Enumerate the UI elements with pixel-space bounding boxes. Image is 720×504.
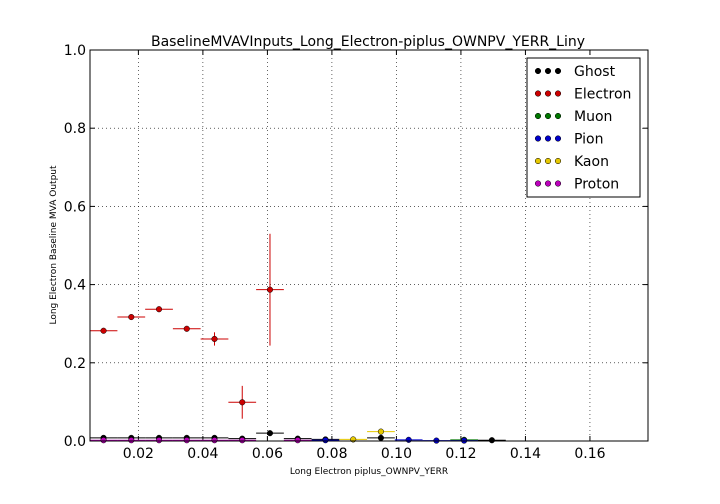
y-tick-label: 0.2 bbox=[64, 356, 86, 372]
series-ghost bbox=[89, 430, 506, 444]
legend-label-electron: Electron bbox=[574, 87, 631, 103]
electron-point bbox=[211, 335, 218, 342]
legend-marker-kaon bbox=[544, 157, 552, 165]
proton-point bbox=[100, 437, 107, 444]
electron-point bbox=[100, 327, 107, 334]
proton-point bbox=[211, 437, 218, 444]
electron-point bbox=[128, 314, 135, 321]
data-points bbox=[89, 233, 506, 444]
x-tick-label: 0.06 bbox=[252, 446, 283, 462]
electron-point bbox=[266, 286, 274, 293]
x-tick-label: 0.02 bbox=[123, 446, 154, 462]
legend-box bbox=[526, 57, 641, 198]
legend-marker-electron bbox=[554, 90, 562, 97]
proton-point bbox=[183, 437, 190, 444]
legend-marker-muon bbox=[554, 112, 562, 120]
electron-point bbox=[239, 399, 246, 406]
electron-point bbox=[155, 306, 163, 313]
proton-point bbox=[294, 437, 301, 444]
series-proton bbox=[89, 437, 312, 444]
proton-point bbox=[155, 437, 163, 444]
legend-marker-pion bbox=[534, 135, 542, 142]
legend-label-pion: Pion bbox=[574, 132, 603, 148]
legend-marker-proton bbox=[554, 180, 562, 187]
ghost-point bbox=[266, 430, 274, 437]
legend-label-kaon: Kaon bbox=[574, 154, 609, 170]
ghost-point bbox=[488, 437, 495, 444]
x-tick-label: 0.14 bbox=[510, 446, 541, 462]
series-electron bbox=[89, 233, 284, 419]
proton-point bbox=[128, 437, 135, 444]
legend-marker-pion bbox=[554, 135, 562, 142]
x-tick-label: 0.12 bbox=[445, 446, 476, 462]
proton-point bbox=[239, 437, 246, 444]
legend-marker-ghost bbox=[554, 67, 562, 75]
y-axis-label: Long Electron Baseline MVA Output bbox=[49, 165, 59, 325]
chart-title: BaselineMVAVInputs_Long_Electron-piplus_… bbox=[151, 34, 585, 50]
legend-label-proton: Proton bbox=[574, 177, 619, 193]
y-tick-label: 0.4 bbox=[64, 278, 86, 294]
pion-point bbox=[405, 436, 412, 443]
x-tick-label: 0.04 bbox=[187, 446, 218, 462]
legend-label-ghost: Ghost bbox=[574, 64, 616, 80]
y-tick-label: 0.8 bbox=[64, 121, 86, 137]
y-tick-label: 0.0 bbox=[64, 434, 86, 450]
legend-marker-pion bbox=[544, 135, 552, 142]
x-tick-label: 0.16 bbox=[574, 446, 605, 462]
y-tick-label: 1.0 bbox=[64, 43, 86, 59]
kaon-point bbox=[377, 428, 384, 435]
legend-marker-ghost bbox=[544, 67, 552, 75]
legend-label-muon: Muon bbox=[574, 109, 612, 125]
y-tick-label: 0.6 bbox=[64, 199, 86, 215]
ticks: 0.02 0.04 0.06 0.08 0.10 0.12 0.14 0.16 0.0 0.2 0.… bbox=[64, 43, 648, 462]
legend-marker-kaon bbox=[534, 157, 542, 165]
legend-marker-proton bbox=[544, 180, 552, 187]
plot-frame bbox=[89, 49, 649, 442]
legend-marker-muon bbox=[544, 112, 552, 120]
series-kaon bbox=[339, 428, 395, 443]
legend-marker-kaon bbox=[554, 157, 562, 165]
ghost-point bbox=[377, 434, 384, 441]
electron-point bbox=[183, 325, 190, 332]
pion-point bbox=[322, 437, 329, 444]
x-tick-label: 0.10 bbox=[381, 446, 412, 462]
x-axis-label: Long Electron piplus_OWNPV_YERR bbox=[290, 467, 448, 477]
legend-marker-proton bbox=[534, 180, 542, 187]
legend-marker-electron bbox=[544, 90, 552, 97]
x-tick-label: 0.08 bbox=[316, 446, 347, 462]
legend-marker-electron bbox=[534, 90, 542, 97]
legend-marker-muon bbox=[534, 112, 542, 120]
legend: Ghost Electron Muon Pion Kaon Proton bbox=[526, 57, 641, 198]
legend-marker-ghost bbox=[534, 67, 542, 75]
